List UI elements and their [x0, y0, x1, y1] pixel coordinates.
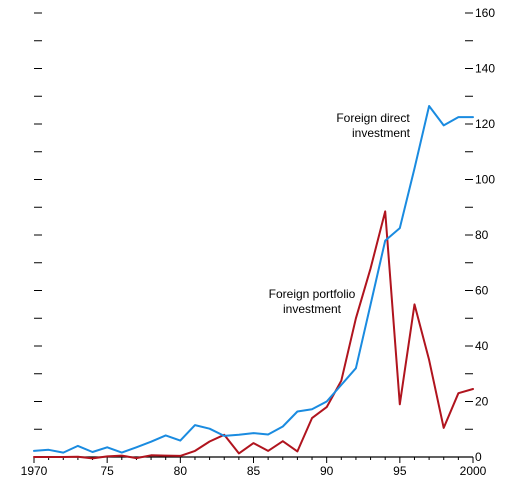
y-tick-label: 0: [475, 450, 482, 464]
y-tick-label: 120: [475, 117, 495, 131]
y-tick-label: 20: [475, 395, 489, 409]
y-tick-label: 40: [475, 339, 489, 353]
x-tick-label: 80: [174, 464, 188, 478]
x-tick-label: 85: [247, 464, 261, 478]
annotations: Foreign direct investment Foreign portfo…: [269, 111, 411, 316]
y-tick-label: 140: [475, 62, 495, 76]
annotation-direct-line-2: investment: [352, 126, 411, 140]
annotation-portfolio-line-2: investment: [283, 302, 342, 316]
series-lines: [33, 105, 474, 460]
x-tick-label: 1970: [21, 464, 48, 478]
y-tick-label: 80: [475, 228, 489, 242]
series-line-direct: [33, 105, 474, 454]
annotation-direct-line-1: Foreign direct: [336, 111, 410, 125]
annotation-portfolio-line-1: Foreign portfolio: [269, 287, 356, 301]
ticks: [33, 12, 474, 463]
x-tick-label: 90: [320, 464, 334, 478]
x-tick-label: 75: [100, 464, 114, 478]
y-tick-label: 60: [475, 284, 489, 298]
x-tick-label: 95: [393, 464, 407, 478]
y-tick-label: 100: [475, 173, 495, 187]
y-tick-label: 160: [475, 6, 495, 20]
series-line-portfolio: [33, 210, 474, 460]
x-tick-label: 2000: [460, 464, 487, 478]
